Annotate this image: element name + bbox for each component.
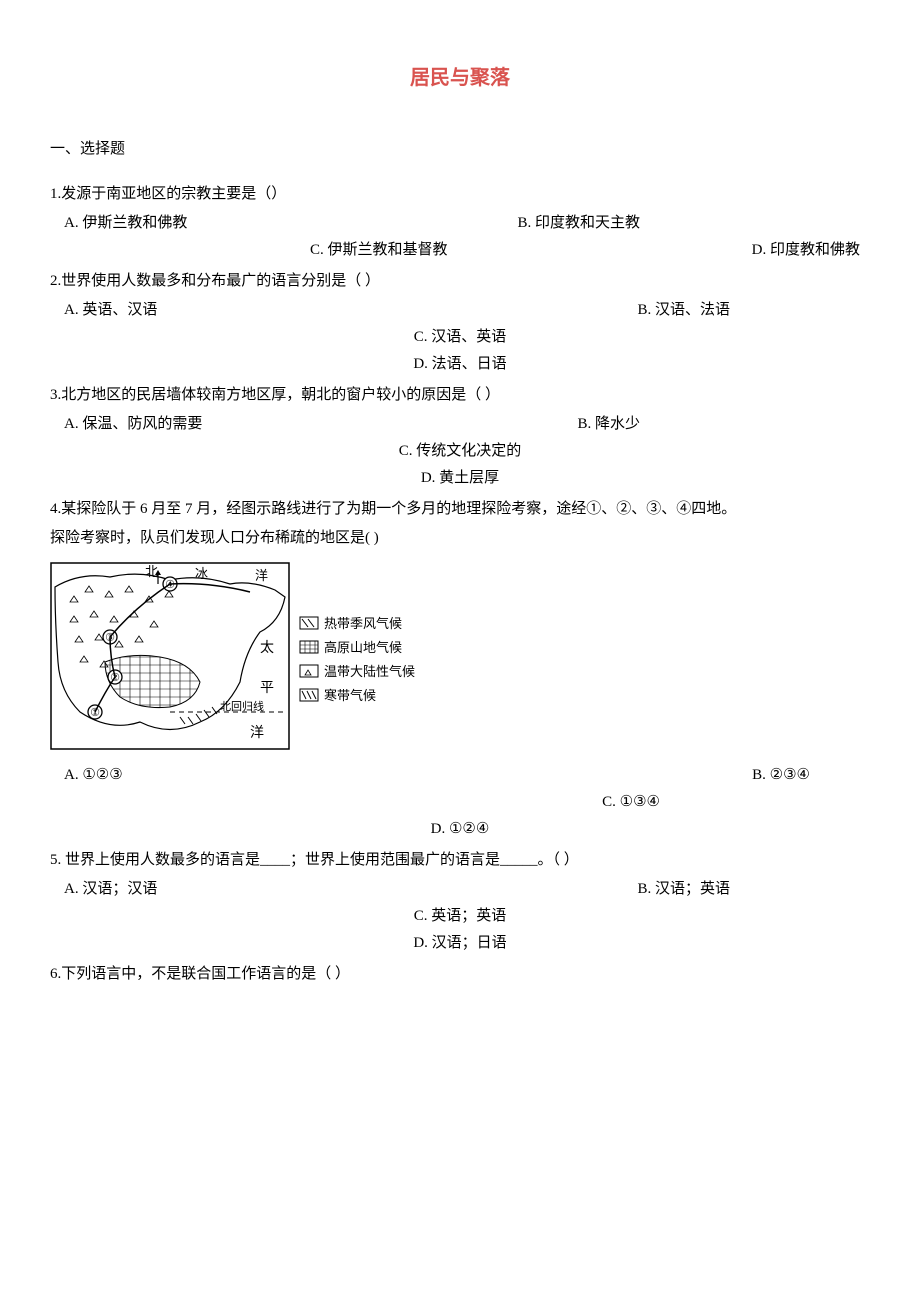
svg-text:太: 太 <box>260 640 274 656</box>
question-5: 5. 世界上使用人数最多的语言是____；世界上使用范围最广的语言是_____。… <box>50 847 870 957</box>
q4-stem-line1: 4.某探险队于 6 月至 7 月，经图示路线进行了为期一个多月的地理探险考察，途… <box>50 496 870 523</box>
q5-option-c: C. 英语；英语 <box>414 903 507 930</box>
svg-text:④: ④ <box>165 579 175 591</box>
q6-stem: 6.下列语言中，不是联合国工作语言的是（ ） <box>50 961 870 988</box>
q4-stem-line2: 探险考察时，队员们发现人口分布稀疏的地区是( ) <box>50 525 870 552</box>
question-2: 2.世界使用人数最多和分布最广的语言分别是（ ） A. 英语、汉语 B. 汉语、… <box>50 268 870 378</box>
q2-option-b: B. 汉语、法语 <box>637 297 730 324</box>
question-3: 3.北方地区的民居墙体较南方地区厚，朝北的窗户较小的原因是（ ） A. 保温、防… <box>50 382 870 492</box>
q4-option-c: C. ①③④ <box>602 789 660 816</box>
legend-frigid: 寒带气候 <box>324 688 376 703</box>
q1-option-a: A. 伊斯兰教和佛教 <box>64 210 187 237</box>
q1-stem: 1.发源于南亚地区的宗教主要是（） <box>50 181 870 208</box>
q5-option-a: A. 汉语；汉语 <box>64 876 157 903</box>
q5-stem: 5. 世界上使用人数最多的语言是____；世界上使用范围最广的语言是_____。… <box>50 847 870 874</box>
q3-option-c: C. 传统文化决定的 <box>399 438 522 465</box>
question-1: 1.发源于南亚地区的宗教主要是（） A. 伊斯兰教和佛教 B. 印度教和天主教 … <box>50 181 870 264</box>
svg-text:①: ① <box>90 707 100 719</box>
q4-option-a: A. ①②③ <box>64 762 123 789</box>
q5-option-b: B. 汉语；英语 <box>637 876 730 903</box>
svg-text:北回归线: 北回归线 <box>220 699 264 713</box>
q4-option-d: D. ①②④ <box>431 816 490 843</box>
map-label-north: 北 <box>145 564 158 579</box>
q2-option-d: D. 法语、日语 <box>413 351 506 378</box>
q4-option-b: B. ②③④ <box>752 762 810 789</box>
q2-stem: 2.世界使用人数最多和分布最广的语言分别是（ ） <box>50 268 870 295</box>
q3-option-b: B. 降水少 <box>577 411 640 438</box>
q1-option-b: B. 印度教和天主教 <box>517 210 640 237</box>
question-6: 6.下列语言中，不是联合国工作语言的是（ ） <box>50 961 870 988</box>
svg-text:冰: 冰 <box>195 566 208 581</box>
legend-plateau: 高原山地气候 <box>324 640 402 655</box>
page-title: 居民与聚落 <box>50 60 870 96</box>
legend-tropical-monsoon: 热带季风气候 <box>324 616 402 631</box>
svg-text:平: 平 <box>260 681 274 696</box>
q3-option-a: A. 保温、防风的需要 <box>64 411 202 438</box>
q2-option-a: A. 英语、汉语 <box>64 297 157 324</box>
q4-map-figure: ① ② ③ ④ 北 冰 洋 太 平 北回归线 洋 <box>50 562 870 752</box>
q3-option-d: D. 黄土层厚 <box>421 465 499 492</box>
question-4: 4.某探险队于 6 月至 7 月，经图示路线进行了为期一个多月的地理探险考察，途… <box>50 496 870 843</box>
q2-option-c: C. 汉语、英语 <box>414 324 507 351</box>
q1-option-d: D. 印度教和佛教 <box>752 237 860 264</box>
q5-option-d: D. 汉语；日语 <box>413 930 506 957</box>
svg-text:洋: 洋 <box>250 725 264 741</box>
legend-temperate-continental: 温带大陆性气候 <box>324 664 415 679</box>
section-heading-mcq: 一、选择题 <box>50 136 870 163</box>
svg-text:洋: 洋 <box>255 568 268 583</box>
q1-option-c: C. 伊斯兰教和基督教 <box>310 237 448 264</box>
q3-stem: 3.北方地区的民居墙体较南方地区厚，朝北的窗户较小的原因是（ ） <box>50 382 870 409</box>
